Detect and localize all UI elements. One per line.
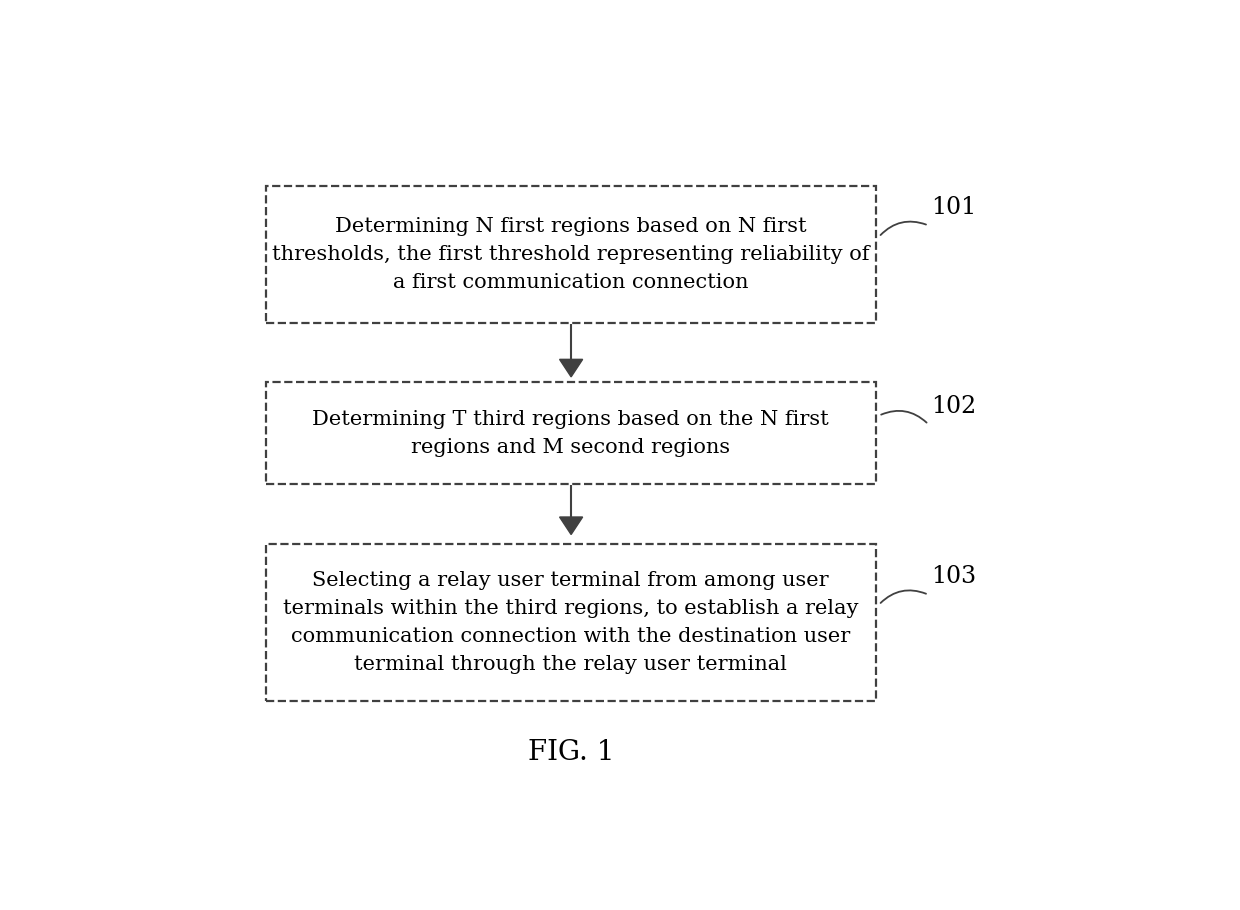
Bar [265,543,875,702]
Text: Selecting a relay user terminal from among user
terminals within the third regio: Selecting a relay user terminal from amo… [283,571,858,674]
Polygon shape [559,517,583,534]
Bar [265,382,875,484]
Text: FIG. 1: FIG. 1 [528,739,614,766]
Bar [265,187,875,323]
Text: Determining T third regions based on the N first
regions and M second regions: Determining T third regions based on the… [312,410,830,457]
Text: 103: 103 [931,565,977,588]
Text: 101: 101 [931,196,977,218]
Text: Determining N first regions based on N first
thresholds, the first threshold rep: Determining N first regions based on N f… [272,217,869,292]
Text: 102: 102 [931,395,977,418]
Polygon shape [559,359,583,377]
